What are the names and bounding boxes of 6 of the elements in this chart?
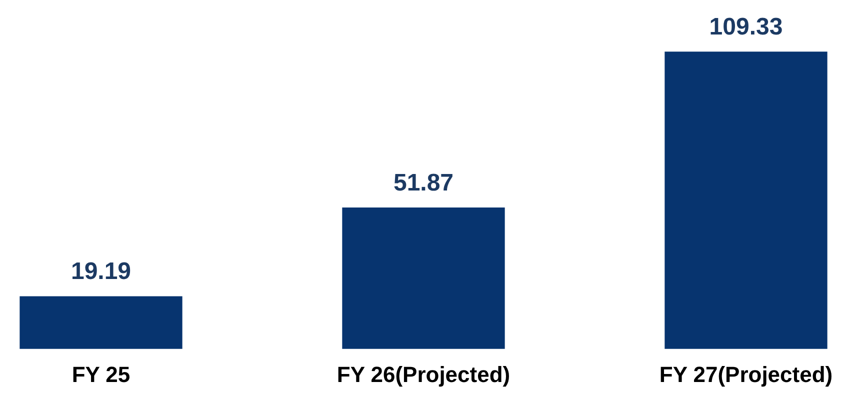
- data-label: 109.33: [709, 14, 783, 41]
- data-label: 51.87: [393, 170, 454, 197]
- data-label: 19.19: [70, 258, 132, 286]
- x-tick-label: FY 26(Projected): [336, 362, 510, 387]
- x-tick-label: FY 25: [72, 362, 130, 387]
- x-tick-label: FY 27(Projected): [659, 362, 833, 387]
